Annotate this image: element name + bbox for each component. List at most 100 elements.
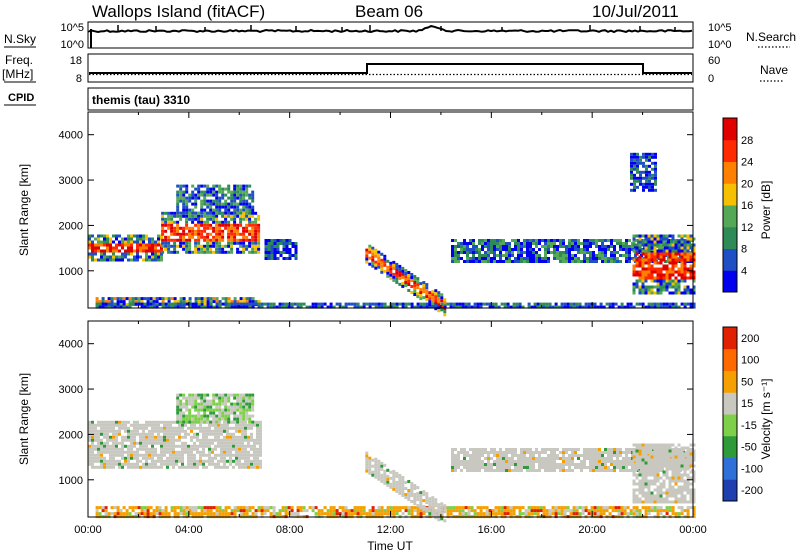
echo-cell	[511, 463, 514, 466]
echo-cell	[578, 506, 582, 510]
echo-cell	[584, 305, 588, 309]
echo-cell	[398, 479, 402, 483]
echo-cell	[508, 260, 511, 263]
echo-cell	[248, 217, 252, 221]
echo-cell	[253, 447, 256, 451]
echo-cell	[148, 438, 151, 442]
colorbar-tick-label: 8	[741, 244, 747, 256]
echo-cell	[490, 245, 493, 248]
echo-cell	[628, 257, 631, 260]
echo-cell	[401, 493, 405, 497]
echo-cell	[164, 229, 168, 233]
echo-cell	[680, 270, 684, 274]
echo-cell	[202, 462, 205, 466]
echo-cell	[419, 509, 423, 513]
echo-cell	[659, 509, 663, 513]
echo-cell	[200, 506, 204, 510]
echo-cell	[689, 264, 693, 268]
echo-cell	[178, 444, 181, 448]
echo-cell	[208, 441, 211, 445]
echo-cell	[517, 257, 520, 260]
echo-cell	[638, 276, 642, 280]
echo-cell	[248, 300, 252, 304]
echo-cell	[190, 438, 193, 442]
echo-cell	[182, 297, 186, 301]
echo-cell	[287, 509, 291, 513]
echo-cell	[220, 426, 223, 430]
echo-cell	[125, 509, 129, 513]
echo-cell	[636, 179, 639, 183]
echo-cell	[130, 450, 133, 454]
echo-cell	[197, 193, 201, 197]
echo-cell	[110, 305, 114, 309]
echo-cell	[194, 297, 198, 301]
echo-cell	[466, 248, 469, 251]
echo-cell	[215, 241, 219, 245]
echo-cell	[248, 238, 252, 242]
echo-cell	[259, 426, 262, 430]
echo-cell	[142, 447, 145, 451]
echo-cell	[362, 305, 366, 309]
echo-cell	[562, 245, 565, 248]
echo-cell	[431, 299, 435, 303]
echo-cell	[644, 470, 648, 474]
echo-cell	[112, 252, 115, 256]
echo-cell	[241, 453, 244, 457]
echo-cell	[136, 243, 139, 247]
echo-cell	[529, 245, 532, 248]
echo-cell	[233, 396, 237, 400]
echo-cell	[680, 264, 684, 268]
echo-cell	[526, 254, 529, 257]
echo-cell	[218, 238, 222, 242]
echo-cell	[251, 214, 255, 218]
echo-cell	[106, 438, 109, 442]
echo-cell	[227, 220, 231, 224]
echo-cell	[428, 509, 432, 513]
echo-cell	[428, 506, 432, 510]
echo-cell	[647, 494, 651, 498]
echo-cell	[536, 512, 540, 516]
echo-cell	[172, 456, 175, 460]
echo-cell	[127, 246, 130, 250]
echo-cell	[124, 423, 127, 427]
echo-cell	[647, 509, 651, 513]
echo-cell	[112, 429, 115, 433]
echo-cell	[650, 305, 654, 309]
echo-cell	[692, 288, 696, 292]
echo-cell	[545, 305, 549, 309]
echo-cell	[97, 465, 100, 469]
echo-cell	[493, 245, 496, 248]
echo-cell	[425, 492, 429, 496]
echo-cell	[653, 305, 657, 309]
echo-cell	[181, 450, 184, 454]
echo-cell	[151, 459, 154, 463]
echo-cell	[161, 241, 165, 245]
echo-cell	[644, 485, 648, 489]
echo-cell	[281, 509, 285, 513]
echo-cell	[551, 512, 555, 516]
echo-cell	[635, 246, 639, 250]
echo-cell	[100, 432, 103, 436]
echo-cell	[553, 245, 556, 248]
echo-cell	[200, 208, 204, 212]
echo-cell	[475, 463, 478, 466]
echo-cell	[209, 187, 213, 191]
echo-cell	[100, 447, 103, 451]
echo-cell	[616, 448, 619, 451]
echo-cell	[550, 251, 553, 254]
echo-cell	[493, 254, 496, 257]
echo-cell	[206, 420, 210, 424]
echo-cell	[596, 506, 600, 510]
echo-cell	[630, 176, 633, 180]
echo-cell	[179, 244, 183, 248]
echo-cell	[197, 250, 201, 254]
echo-cell	[451, 454, 454, 457]
echo-cell	[215, 202, 219, 206]
echo-cell	[190, 465, 193, 469]
echo-cell	[164, 512, 168, 516]
echo-cell	[276, 248, 280, 251]
echo-cell	[202, 438, 205, 442]
echo-cell	[571, 248, 574, 251]
echo-cell	[91, 249, 94, 253]
echo-cell	[91, 465, 94, 469]
